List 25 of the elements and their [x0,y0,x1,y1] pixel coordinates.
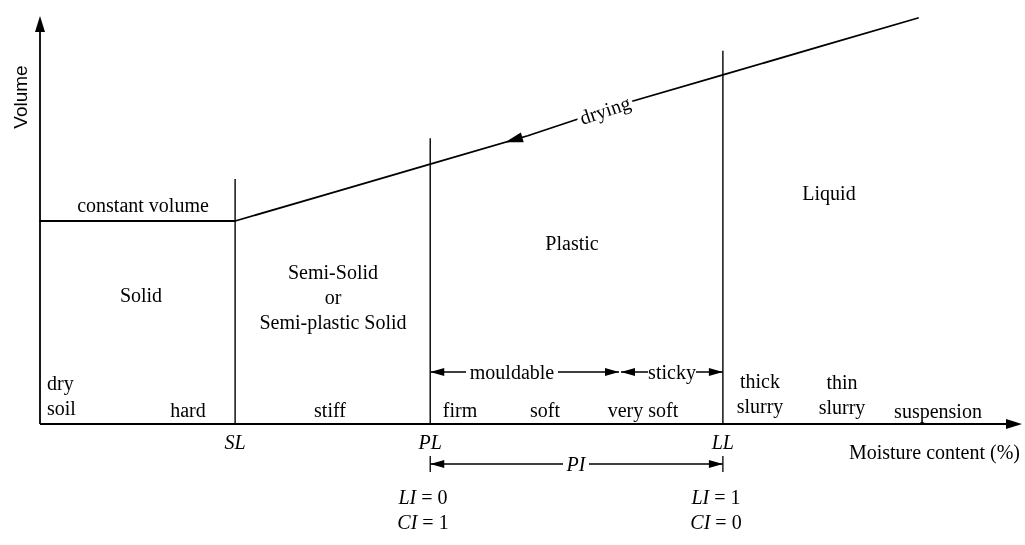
annotation: Semi-Solid or Semi-plastic Solid [259,261,407,334]
annotation: soft [530,399,561,421]
y-axis-title: Volume [9,65,31,129]
annotation: thick slurry [736,370,784,418]
annotation: dry soil [47,372,77,419]
annotation: sticky [648,361,696,384]
text: LI = 0 CI = 1 [397,486,449,533]
annotation: Plastic [545,232,599,254]
annotation: hard [170,399,206,421]
x-tick-label: LL [710,431,735,453]
annotation: thin slurry [818,371,866,419]
annotation: drying [576,91,634,130]
x-tick-label: SL [224,431,246,453]
annotation: mouldable [469,361,555,383]
annotation: stiff [314,399,347,421]
annotation: very soft [607,399,679,422]
text: LI = 1 CI = 0 [690,486,742,533]
text: PI [565,453,587,475]
x-axis-title: Moisture content (%) [848,441,1020,464]
annotation: Liquid [802,182,856,205]
annotation: firm [442,399,478,421]
annotation: Solid [119,284,163,306]
annotation: constant volume [77,194,209,216]
annotation: suspension [894,400,982,423]
x-tick-label: PL [417,431,442,453]
